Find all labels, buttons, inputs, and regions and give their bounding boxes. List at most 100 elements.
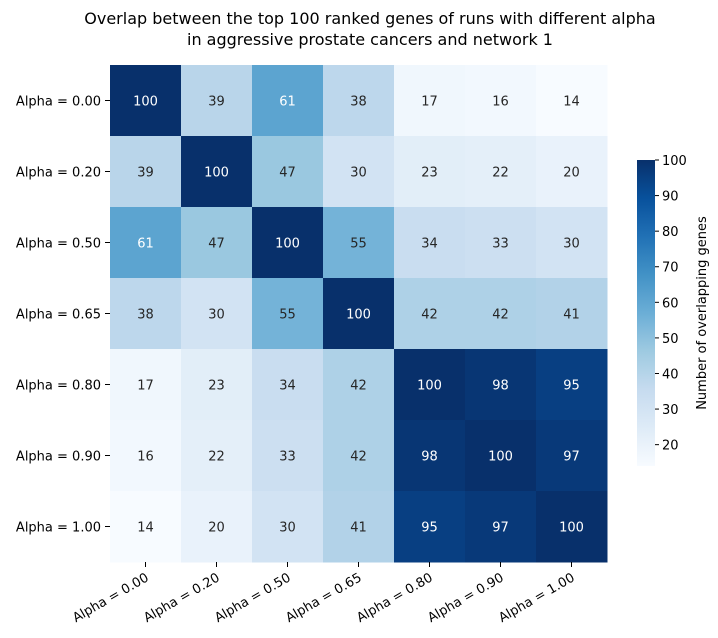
cell-value-label: 38 <box>137 308 154 323</box>
x-tick-label: Alpha = 0.20 <box>141 570 222 626</box>
cell-value-label: 61 <box>279 95 296 110</box>
heatmap-cell <box>465 420 537 492</box>
cell-value-label: 41 <box>350 521 367 536</box>
x-tick-label: Alpha = 0.90 <box>425 570 506 626</box>
cell-value-label: 100 <box>417 379 442 394</box>
cell-value-label: 39 <box>137 166 154 181</box>
heatmap-cells: 100 39 61 38 17 16 14 39 100 47 30 23 22 20 61 47 100 55 3… <box>110 65 608 563</box>
heatmap-cell <box>110 278 182 350</box>
x-tick-label: Alpha = 0.65 <box>283 570 364 626</box>
heatmap-cell <box>536 491 608 563</box>
cell-value-label: 30 <box>563 237 580 252</box>
heatmap-cell <box>252 278 324 350</box>
y-tick-label: Alpha = 0.00 <box>16 95 101 110</box>
cell-value-label: 97 <box>563 450 580 465</box>
heatmap-cell <box>465 491 537 563</box>
colorbar-tick-label: 80 <box>662 225 679 240</box>
heatmap-cell <box>394 65 466 137</box>
cell-value-label: 47 <box>208 237 225 252</box>
heatmap-cell <box>110 491 182 563</box>
heatmap-cell <box>252 65 324 137</box>
cell-value-label: 100 <box>133 95 158 110</box>
cell-value-label: 23 <box>421 166 438 181</box>
cell-value-label: 98 <box>492 379 509 394</box>
cell-value-label: 17 <box>137 379 154 394</box>
heatmap-cell <box>536 420 608 492</box>
heatmap-cell <box>110 349 182 421</box>
y-tick-label: Alpha = 0.65 <box>16 308 101 323</box>
heatmap-cell <box>394 136 466 208</box>
cell-value-label: 100 <box>275 237 300 252</box>
heatmap-cell <box>181 207 253 279</box>
cell-value-label: 34 <box>279 379 296 394</box>
heatmap-cell <box>536 207 608 279</box>
cell-value-label: 14 <box>563 95 580 110</box>
colorbar-tick-label: 70 <box>662 261 679 276</box>
y-tick-label: Alpha = 0.20 <box>16 166 101 181</box>
y-tick-label: Alpha = 1.00 <box>16 521 101 536</box>
cell-value-label: 16 <box>137 450 154 465</box>
cell-value-label: 98 <box>421 450 438 465</box>
cell-value-label: 20 <box>563 166 580 181</box>
cell-value-label: 42 <box>350 379 367 394</box>
heatmap-cell <box>394 207 466 279</box>
heatmap-cell <box>465 65 537 137</box>
x-tick-label: Alpha = 0.80 <box>354 570 435 626</box>
heatmap-cell <box>536 136 608 208</box>
cell-value-label: 33 <box>279 450 296 465</box>
heatmap-cell <box>394 491 466 563</box>
chart-title-line-1: Overlap between the top 100 ranked genes… <box>84 9 655 28</box>
heatmap-cell <box>465 207 537 279</box>
cell-value-label: 100 <box>346 308 371 323</box>
cell-value-label: 22 <box>492 166 509 181</box>
cell-value-label: 100 <box>559 521 584 536</box>
heatmap-cell <box>181 420 253 492</box>
cell-value-label: 100 <box>488 450 513 465</box>
cell-value-label: 55 <box>350 237 367 252</box>
colorbar-tick-label: 60 <box>662 296 679 311</box>
cell-value-label: 39 <box>208 95 225 110</box>
y-axis-ticks: Alpha = 0.00 Alpha = 0.20 Alpha = 0.50 Alph… <box>16 95 110 536</box>
cell-value-label: 95 <box>563 379 580 394</box>
heatmap-cell <box>252 207 324 279</box>
chart-title-line-2: in aggressive prostate cancers and netwo… <box>187 30 553 49</box>
cell-value-label: 17 <box>421 95 438 110</box>
heatmap-cell <box>323 491 395 563</box>
cell-value-label: 16 <box>492 95 509 110</box>
cell-value-label: 100 <box>204 166 229 181</box>
heatmap-cell <box>252 491 324 563</box>
cell-value-label: 55 <box>279 308 296 323</box>
colorbar-tick-label: 50 <box>662 332 679 347</box>
cell-value-label: 30 <box>279 521 296 536</box>
heatmap-cell <box>323 207 395 279</box>
cell-value-label: 14 <box>137 521 154 536</box>
heatmap-cell <box>181 65 253 137</box>
heatmap-cell <box>536 349 608 421</box>
cell-value-label: 33 <box>492 237 509 252</box>
heatmap-cell <box>323 65 395 137</box>
y-tick-label: Alpha = 0.50 <box>16 237 101 252</box>
x-tick-label: Alpha = 1.00 <box>496 570 577 626</box>
cell-value-label: 20 <box>208 521 225 536</box>
cell-value-label: 42 <box>350 450 367 465</box>
heatmap-cell <box>394 349 466 421</box>
heatmap-cell <box>394 278 466 350</box>
heatmap-cell <box>252 420 324 492</box>
heatmap-cell <box>110 420 182 492</box>
x-tick-label: Alpha = 0.00 <box>70 570 151 626</box>
heatmap-cell <box>323 420 395 492</box>
colorbar-tick-label: 20 <box>662 439 679 454</box>
cell-value-label: 42 <box>492 308 509 323</box>
heatmap-cell <box>465 136 537 208</box>
y-tick-label: Alpha = 0.90 <box>16 450 101 465</box>
heatmap-cell <box>394 420 466 492</box>
colorbar: 20 30 40 50 60 70 80 90 100 Number of overlapping… <box>637 154 710 466</box>
colorbar-tick-label: 90 <box>662 190 679 205</box>
colorbar-tick-label: 30 <box>662 403 679 418</box>
cell-value-label: 30 <box>350 166 367 181</box>
cell-value-label: 38 <box>350 95 367 110</box>
y-tick-label: Alpha = 0.80 <box>16 379 101 394</box>
cell-value-label: 95 <box>421 521 438 536</box>
